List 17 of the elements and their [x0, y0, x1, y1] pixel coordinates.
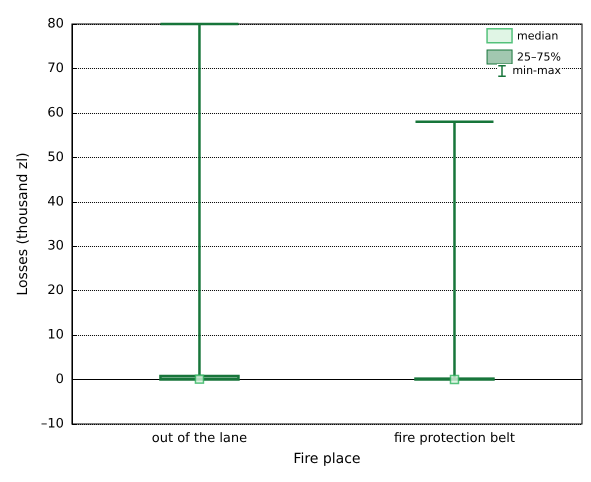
x-axis-title: Fire place — [293, 451, 361, 467]
y-tick-label: –10 — [40, 416, 64, 432]
y-tick-label: 0 — [56, 372, 64, 388]
y-tick-label: 40 — [47, 194, 64, 210]
y-tick-label: 50 — [47, 150, 64, 165]
annotation: min-max — [512, 64, 561, 77]
x-tick-label: out of the lane — [152, 431, 248, 446]
y-tick-label: 30 — [47, 238, 64, 254]
legend-label: 25–75% — [517, 50, 562, 64]
legend-label: median — [517, 29, 558, 42]
y-tick-label: 10 — [47, 328, 64, 343]
y-tick-label: 60 — [47, 105, 64, 120]
y-tick-label: 70 — [47, 60, 64, 76]
y-tick-label: 20 — [47, 283, 64, 298]
y-axis-title: Losses (thousand zl) — [15, 152, 31, 296]
x-tick-label: fire protection belt — [394, 431, 515, 446]
y-tick-label: 80 — [47, 16, 64, 32]
